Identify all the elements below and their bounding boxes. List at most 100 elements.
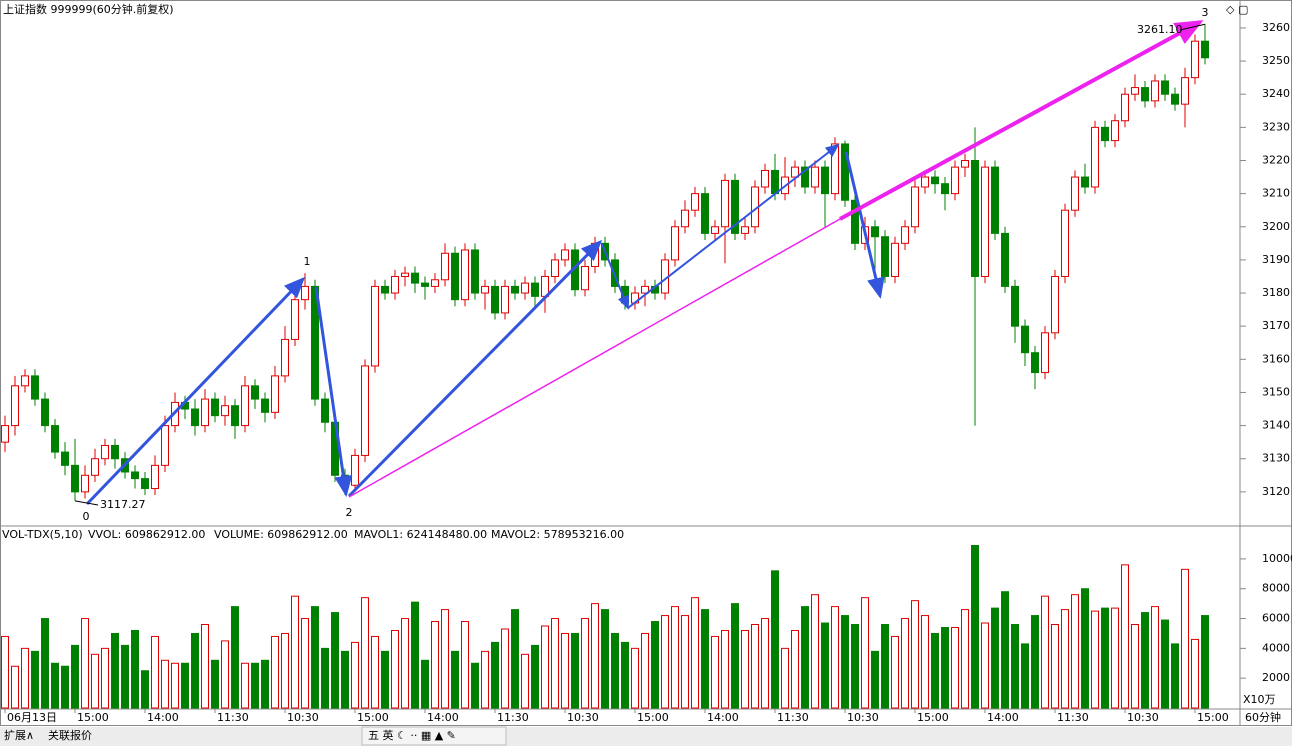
candle-body	[301, 285, 309, 301]
candle-body	[1181, 77, 1189, 105]
volume-bar	[31, 650, 39, 709]
candle-body	[101, 444, 109, 460]
volume-bar	[1031, 615, 1039, 709]
volume-bar	[441, 609, 449, 709]
leader	[74, 500, 99, 506]
header-title: 上证指数 999999(60分钟.前复权)	[3, 2, 174, 16]
volume-bar	[321, 647, 329, 709]
candle-body	[931, 176, 939, 185]
volume-bar	[821, 622, 829, 709]
annotation: 1	[304, 255, 311, 268]
candle-body	[941, 183, 949, 195]
candle-body	[1061, 209, 1069, 277]
x-tick-label: 15:00	[1197, 711, 1229, 724]
volume-bar	[1001, 591, 1009, 709]
candle-body	[1161, 80, 1169, 95]
candle-body	[361, 365, 369, 456]
volume-bar	[701, 609, 709, 709]
x-tick-label: 14:00	[707, 711, 739, 724]
volume-bar	[931, 632, 939, 709]
candle-body	[1171, 93, 1179, 105]
volume-bar	[1021, 643, 1029, 709]
candle-body	[611, 259, 619, 287]
candle-body	[1141, 87, 1149, 102]
volume-bar	[971, 544, 979, 709]
candle-body	[1071, 176, 1079, 211]
candle-body	[431, 279, 439, 287]
x-tick-label: 14:00	[147, 711, 179, 724]
candle-body	[851, 199, 859, 244]
tab[interactable]: 扩展∧	[4, 728, 34, 742]
tab[interactable]: 关联报价	[48, 728, 92, 742]
volume-bar	[891, 635, 899, 709]
volume-bar	[521, 653, 529, 709]
x-tick-label: 10:30	[1127, 711, 1159, 724]
volume-bar	[871, 650, 879, 709]
candle-body	[311, 285, 319, 400]
y-tick-label: 3120	[1262, 485, 1290, 498]
candle-body	[111, 444, 119, 460]
volume-bar	[981, 622, 989, 709]
ime-toolbar[interactable]	[361, 726, 507, 746]
volume-bar	[501, 628, 509, 709]
y-tick-label: 3210	[1262, 187, 1290, 200]
candle-body	[1191, 40, 1199, 79]
candle-body	[681, 209, 689, 228]
volume-bar	[251, 662, 259, 709]
volume-bar	[301, 618, 309, 709]
volume-bar	[1121, 564, 1129, 709]
vol-tick-label: 6000	[1262, 612, 1290, 625]
candle-body	[691, 193, 699, 211]
vol-tick-label: 8000	[1262, 582, 1290, 595]
candle-body	[741, 226, 749, 234]
candle-body	[241, 385, 249, 427]
x-tick-label: 10:30	[287, 711, 319, 724]
volume-bar	[1141, 612, 1149, 709]
volume-bar	[281, 632, 289, 709]
volume-bar	[691, 597, 699, 709]
annotation: 3117.27	[100, 498, 146, 511]
volume-bar	[621, 641, 629, 709]
volume-bar	[1191, 638, 1199, 709]
candle-body	[471, 249, 479, 294]
volume-bar	[541, 625, 549, 709]
volume-bar	[961, 609, 969, 709]
volume-bar	[641, 632, 649, 709]
candle-body	[271, 375, 279, 413]
candle-body	[981, 166, 989, 277]
y-tick-label: 3150	[1262, 385, 1290, 398]
candle-body	[881, 236, 889, 277]
candle-body	[31, 375, 39, 400]
candle-body	[371, 285, 379, 367]
volume-bar	[181, 662, 189, 709]
volume-bar	[651, 621, 659, 709]
candle-body	[721, 179, 729, 228]
candle-body	[1051, 275, 1059, 334]
candle-body	[221, 405, 229, 417]
window-icons[interactable]: ◇ ▢	[1226, 3, 1248, 16]
volume-bar	[1061, 609, 1069, 709]
volume-bar	[571, 632, 579, 709]
candle-body	[281, 338, 289, 377]
x-tick-label: 11:30	[777, 711, 809, 724]
period-label[interactable]: 60分钟	[1245, 710, 1281, 724]
candle-body	[911, 186, 919, 228]
volume-bar	[831, 606, 839, 709]
candle-body	[151, 464, 159, 490]
volume-bar	[401, 618, 409, 709]
x-tick-label: 15:00	[637, 711, 669, 724]
candle-body	[641, 285, 649, 294]
candle-body	[291, 299, 299, 340]
volume-bar	[101, 647, 109, 709]
candle-body	[951, 166, 959, 195]
candle-body	[1121, 93, 1129, 122]
volume-bar	[581, 618, 589, 709]
candle-body	[1011, 285, 1019, 327]
candle-body	[1, 425, 9, 443]
x-tick-label: 11:30	[217, 711, 249, 724]
volume-bar	[1201, 615, 1209, 709]
volume-bar	[1101, 607, 1109, 709]
volume-bar	[91, 653, 99, 709]
candle-body	[161, 425, 169, 466]
